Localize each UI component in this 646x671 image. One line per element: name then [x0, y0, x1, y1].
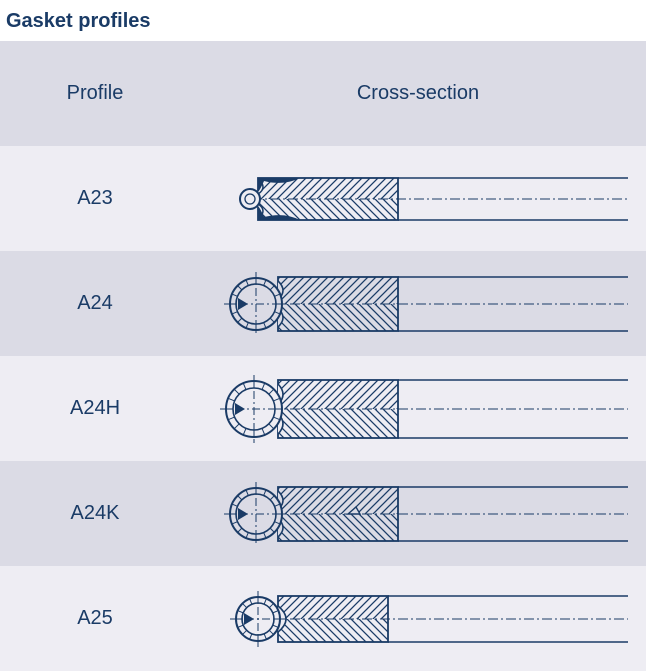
cross-section-diagram — [190, 461, 646, 566]
cross-section-diagram — [190, 356, 646, 461]
cross-section-diagram — [190, 146, 646, 251]
profile-label: A23 — [0, 146, 190, 251]
gasket-profiles-table: Profile Cross-section A23 A — [0, 41, 646, 671]
table-row: A23 — [0, 146, 646, 251]
profile-label: A25 — [0, 566, 190, 671]
table-row: A24K — [0, 461, 646, 566]
profile-label: A24 — [0, 251, 190, 356]
profile-label: A24H — [0, 356, 190, 461]
profile-label: A24K — [0, 461, 190, 566]
table-row: A24H — [0, 356, 646, 461]
cross-section-diagram — [190, 251, 646, 356]
page-title: Gasket profiles — [0, 0, 646, 41]
column-header-cross-section: Cross-section — [190, 41, 646, 146]
column-header-profile: Profile — [0, 41, 190, 146]
table-row: A25 — [0, 566, 646, 671]
table-header-row: Profile Cross-section — [0, 41, 646, 146]
table-row: A24 — [0, 251, 646, 356]
cross-section-diagram — [190, 566, 646, 671]
